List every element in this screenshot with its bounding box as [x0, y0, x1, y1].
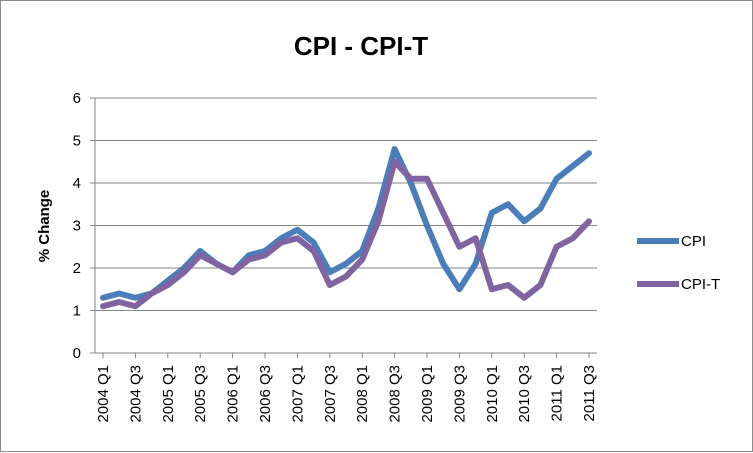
x-tick-label: 2011 Q3 [581, 365, 598, 421]
x-tick-label: 2008 Q1 [354, 365, 371, 423]
x-tick-label: 2010 Q1 [484, 365, 501, 423]
x-tick-label: 2004 Q1 [95, 365, 112, 423]
y-tick-label: 4 [73, 175, 81, 192]
x-tick-label: 2005 Q3 [192, 365, 209, 423]
x-tick-label: 2006 Q3 [257, 365, 274, 423]
x-tick-label: 2010 Q3 [516, 365, 533, 423]
axes [90, 98, 597, 358]
legend: CPI CPI-T [637, 233, 720, 293]
y-tick-label: 1 [73, 303, 81, 320]
y-tick-label: 3 [73, 218, 81, 235]
x-tick-label: 2009 Q1 [419, 365, 436, 423]
legend-label: CPI-T [681, 276, 720, 293]
x-tick-label: 2007 Q3 [322, 365, 339, 423]
y-axis-label: % Change [36, 190, 53, 263]
y-tick-labels: 0 1 2 3 4 5 6 [73, 90, 81, 362]
series-lines [103, 149, 589, 306]
x-tick-label: 2006 Q1 [225, 365, 242, 423]
legend-label: CPI [681, 233, 706, 250]
x-tick-label: 2007 Q1 [289, 365, 306, 423]
x-tick-label: 2009 Q3 [451, 365, 468, 423]
x-tick-label: 2011 Q1 [549, 365, 566, 421]
y-tick-label: 6 [73, 90, 81, 107]
x-tick-label: 2008 Q3 [387, 365, 404, 423]
x-tick-label: 2004 Q3 [127, 365, 144, 423]
chart-title: CPI - CPI-T [294, 31, 428, 61]
y-tick-label: 2 [73, 260, 81, 277]
x-tick-label: 2005 Q1 [160, 365, 177, 423]
x-tick-labels: 2004 Q1 2004 Q3 2005 Q1 2005 Q3 2006 Q1 2006 … [95, 365, 598, 423]
y-tick-label: 5 [73, 133, 81, 150]
y-tick-label: 0 [73, 345, 81, 362]
